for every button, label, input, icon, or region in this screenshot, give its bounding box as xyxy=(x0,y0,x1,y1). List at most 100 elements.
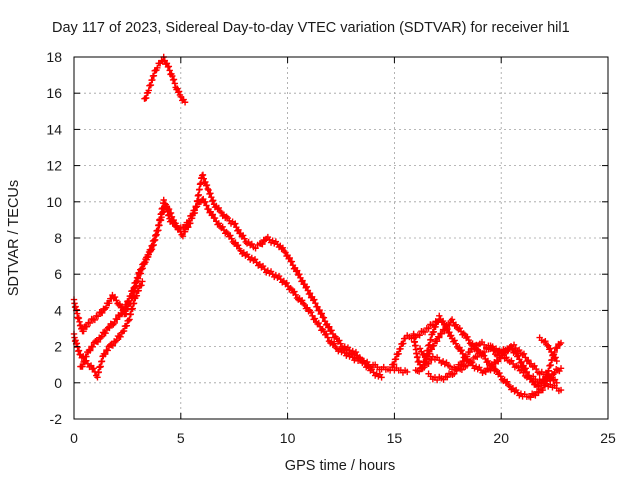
data-point xyxy=(330,340,338,347)
data-point xyxy=(430,322,438,329)
data-point xyxy=(316,306,323,314)
data-point xyxy=(557,365,565,372)
data-point xyxy=(421,364,428,371)
data-point xyxy=(360,357,367,364)
data-point xyxy=(525,356,532,364)
data-point xyxy=(101,350,109,358)
data-point xyxy=(291,288,298,295)
data-point xyxy=(314,303,321,310)
data-point xyxy=(142,258,149,266)
data-point xyxy=(154,64,161,72)
data-point xyxy=(474,353,481,361)
data-point xyxy=(324,334,331,341)
data-point xyxy=(187,220,194,227)
chart-title: Day 117 of 2023, Sidereal Day-to-day VTE… xyxy=(52,20,570,36)
data-point xyxy=(79,363,86,370)
data-point xyxy=(436,316,443,323)
data-point xyxy=(175,225,183,232)
y-tick-label: 14 xyxy=(46,121,62,137)
data-point xyxy=(523,368,531,376)
data-point xyxy=(232,220,239,227)
data-point xyxy=(134,275,142,282)
data-point xyxy=(548,374,555,381)
series-trace-h xyxy=(425,338,560,386)
data-point xyxy=(378,374,385,381)
data-point xyxy=(425,325,432,332)
data-point xyxy=(533,365,540,373)
data-point xyxy=(465,336,472,344)
data-point xyxy=(490,347,497,355)
data-point xyxy=(118,303,126,310)
data-point xyxy=(522,365,529,372)
data-point xyxy=(137,270,145,277)
data-point xyxy=(98,333,105,340)
data-point xyxy=(151,237,158,244)
y-tick-label: -2 xyxy=(50,411,63,427)
data-point xyxy=(125,317,132,324)
data-point xyxy=(199,171,207,179)
data-point xyxy=(145,87,152,94)
data-point xyxy=(488,361,496,368)
data-point xyxy=(493,352,501,359)
data-point xyxy=(390,360,398,368)
data-point xyxy=(239,232,247,239)
y-tick-label: 16 xyxy=(46,85,62,101)
data-point xyxy=(464,333,471,341)
data-point xyxy=(75,347,83,354)
data-point xyxy=(138,282,145,289)
data-point xyxy=(430,342,438,349)
series-trace-a xyxy=(70,195,411,376)
data-point xyxy=(328,327,335,334)
data-point xyxy=(426,350,433,358)
data-point xyxy=(179,232,187,240)
data-point xyxy=(252,245,259,252)
data-point xyxy=(144,253,152,261)
data-point xyxy=(311,315,319,322)
data-point xyxy=(113,316,121,323)
data-point xyxy=(311,296,318,303)
data-point xyxy=(446,321,453,329)
data-point xyxy=(336,337,343,344)
series-trace-c xyxy=(77,278,146,381)
data-point xyxy=(542,337,549,345)
data-point xyxy=(147,81,155,89)
data-point xyxy=(104,347,111,354)
data-point xyxy=(337,340,344,347)
data-point xyxy=(485,342,492,349)
data-point xyxy=(439,317,447,325)
data-point xyxy=(512,344,519,352)
data-point xyxy=(312,299,319,307)
data-point xyxy=(111,319,118,327)
series-trace-j xyxy=(389,316,443,368)
data-point xyxy=(181,228,189,235)
data-point xyxy=(73,340,81,347)
data-point xyxy=(215,204,223,212)
data-point xyxy=(91,316,99,324)
data-point xyxy=(87,347,94,354)
data-point xyxy=(207,190,214,197)
data-point xyxy=(397,345,404,352)
data-point xyxy=(482,368,489,376)
data-point xyxy=(509,360,517,368)
data-point xyxy=(503,354,510,361)
data-point xyxy=(553,345,561,352)
data-point xyxy=(535,389,542,396)
axis-ticks: 0 5 10 15 20 25 -2 0 2 4 6 8 10 12 14 16 18 xyxy=(46,49,616,446)
data-point xyxy=(83,323,91,330)
data-point xyxy=(113,297,120,304)
data-point xyxy=(86,319,94,327)
y-tick-label: 6 xyxy=(54,266,62,282)
x-tick-label: 15 xyxy=(387,430,403,446)
data-point xyxy=(320,314,328,321)
data-point xyxy=(480,348,488,356)
data-point xyxy=(94,313,102,320)
data-point xyxy=(504,347,511,355)
x-tick-label: 25 xyxy=(600,430,616,446)
data-point xyxy=(547,345,554,352)
data-point xyxy=(146,248,154,256)
y-tick-label: 4 xyxy=(54,302,62,318)
data-point xyxy=(305,290,313,298)
data-point xyxy=(553,379,560,386)
y-tick-label: 8 xyxy=(54,230,62,246)
